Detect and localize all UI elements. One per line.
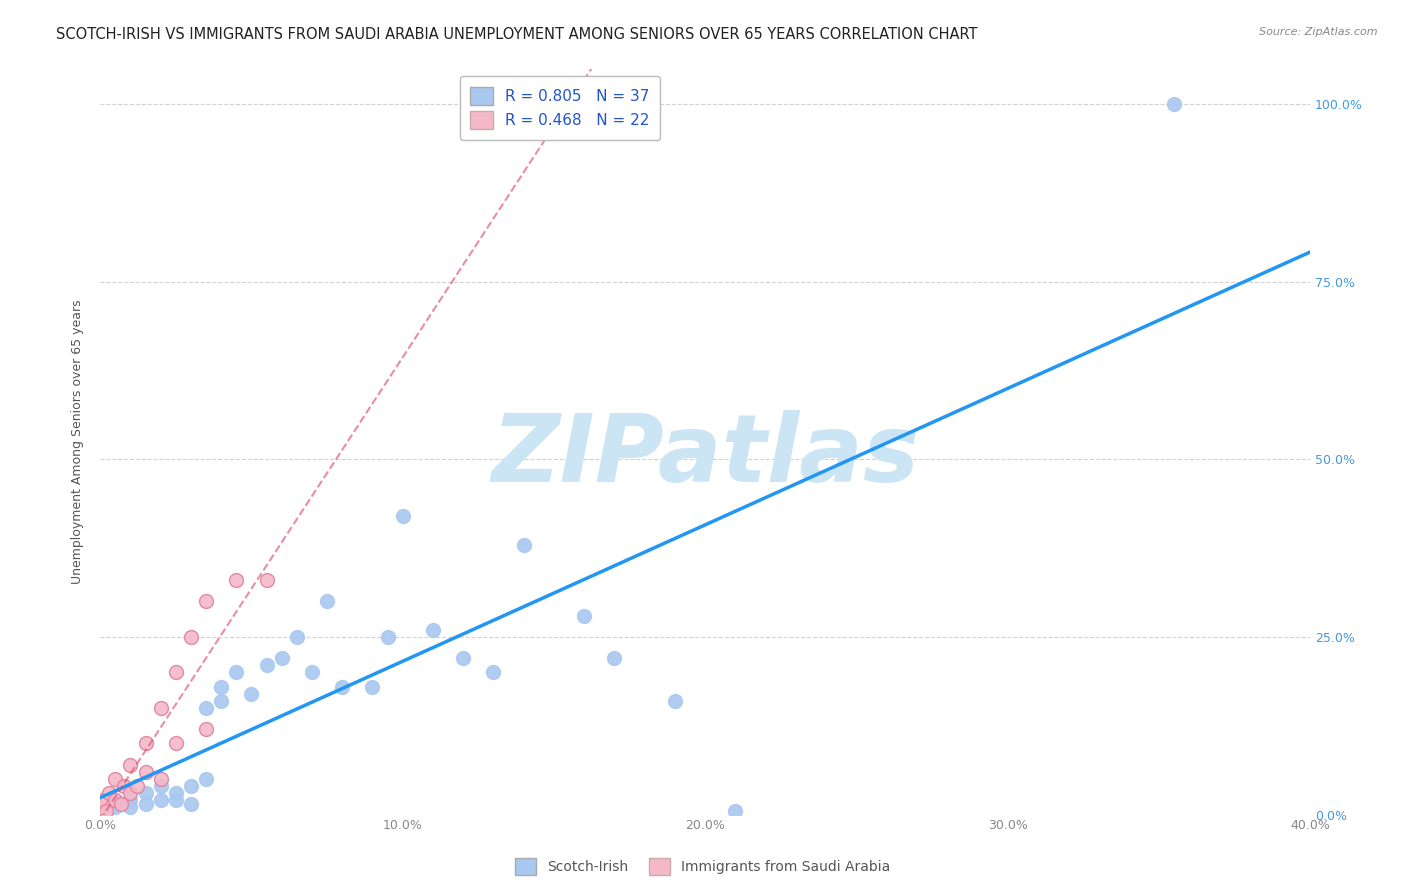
Point: [209, 694, 232, 708]
Point: [225, 665, 247, 680]
Point: [512, 537, 534, 551]
Point: [316, 594, 339, 608]
Point: [104, 772, 127, 786]
Point: [195, 701, 218, 715]
Point: [180, 797, 202, 811]
Point: [135, 737, 157, 751]
Point: [149, 793, 172, 807]
Point: [98, 786, 121, 800]
Text: SCOTCH-IRISH VS IMMIGRANTS FROM SAUDI ARABIA UNEMPLOYMENT AMONG SENIORS OVER 65 : SCOTCH-IRISH VS IMMIGRANTS FROM SAUDI AR…: [56, 27, 977, 42]
Point: [225, 573, 247, 587]
Point: [112, 779, 135, 793]
Legend: R = 0.805   N = 37, R = 0.468   N = 22: R = 0.805 N = 37, R = 0.468 N = 22: [460, 76, 661, 140]
Y-axis label: Unemployment Among Seniors over 65 years: Unemployment Among Seniors over 65 years: [72, 299, 84, 584]
Point: [165, 737, 187, 751]
Text: Source: ZipAtlas.com: Source: ZipAtlas.com: [1260, 27, 1378, 37]
Point: [603, 651, 626, 665]
Point: [391, 509, 413, 524]
Point: [135, 786, 157, 800]
Point: [120, 786, 142, 800]
Point: [110, 797, 132, 811]
Point: [165, 665, 187, 680]
Point: [330, 680, 353, 694]
Legend: Scotch-Irish, Immigrants from Saudi Arabia: Scotch-Irish, Immigrants from Saudi Arab…: [510, 853, 896, 880]
Point: [89, 800, 111, 814]
Point: [120, 800, 142, 814]
Point: [135, 764, 157, 779]
Point: [89, 793, 111, 807]
Point: [104, 793, 127, 807]
Point: [195, 594, 218, 608]
Point: [482, 665, 505, 680]
Point: [361, 680, 384, 694]
Point: [180, 779, 202, 793]
Point: [256, 658, 278, 673]
Point: [195, 772, 218, 786]
Point: [301, 665, 323, 680]
Point: [724, 804, 747, 818]
Point: [209, 680, 232, 694]
Point: [664, 694, 686, 708]
Point: [256, 573, 278, 587]
Point: [104, 793, 127, 807]
Point: [451, 651, 474, 665]
Point: [96, 804, 118, 818]
Point: [165, 793, 187, 807]
Point: [149, 772, 172, 786]
Point: [285, 630, 308, 644]
Point: [104, 800, 127, 814]
Point: [120, 757, 142, 772]
Point: [572, 608, 595, 623]
Point: [377, 630, 399, 644]
Point: [195, 723, 218, 737]
Point: [120, 793, 142, 807]
Point: [1163, 97, 1185, 112]
Point: [89, 804, 111, 818]
Point: [135, 797, 157, 811]
Point: [422, 623, 444, 637]
Point: [270, 651, 292, 665]
Point: [180, 630, 202, 644]
Point: [149, 701, 172, 715]
Point: [149, 779, 172, 793]
Text: ZIPatlas: ZIPatlas: [491, 410, 920, 502]
Point: [165, 786, 187, 800]
Point: [240, 687, 263, 701]
Point: [125, 779, 148, 793]
